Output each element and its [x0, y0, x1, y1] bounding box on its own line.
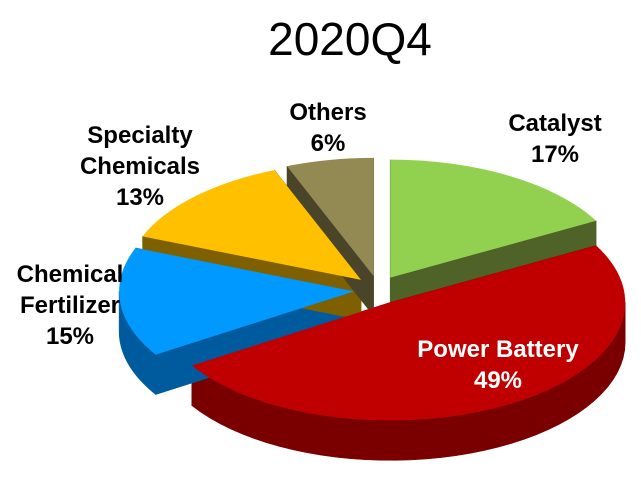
- value-label: 17%: [530, 141, 580, 168]
- chart-title: 2020Q4: [268, 13, 432, 65]
- slice-label: Chemical Fertilizer 15%: [5, 259, 135, 352]
- category-label: Chemical Fertilizer: [16, 261, 124, 319]
- slice-label: Catalyst 17%: [475, 108, 635, 170]
- slice-label: Power Battery 49%: [378, 334, 618, 396]
- slice: [191, 245, 626, 421]
- category-label: Catalyst: [508, 110, 602, 137]
- value-label: 15%: [45, 323, 95, 350]
- category-label: Specialty Chemicals: [79, 122, 201, 180]
- value-label: 6%: [310, 130, 346, 157]
- value-label: 13%: [115, 184, 165, 211]
- slice: [390, 159, 597, 278]
- category-label: Power Battery: [417, 336, 579, 363]
- slice: [286, 157, 374, 276]
- slice: [119, 247, 355, 355]
- slice-label: Specialty Chemicals 13%: [65, 120, 215, 213]
- value-label: 49%: [473, 367, 523, 394]
- category-label: Others: [289, 99, 367, 126]
- slice: [142, 170, 362, 280]
- slice-label: Others 6%: [273, 97, 383, 159]
